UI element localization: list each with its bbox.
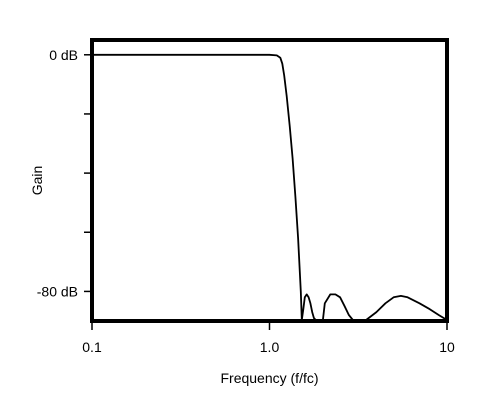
gain-series-line: [92, 53, 448, 321]
y-tick-label: 0 dB: [49, 47, 78, 63]
x-tick-label: 10: [439, 339, 455, 355]
x-axis-ticks: 0.1 1.0 10: [82, 321, 455, 355]
x-tick-label: 0.1: [82, 339, 102, 355]
y-axis-label: Gain: [29, 166, 45, 196]
x-axis-label: Frequency (f/fc): [220, 370, 318, 386]
x-tick-label: 1.0: [260, 339, 280, 355]
y-tick-label: -80 dB: [37, 283, 78, 299]
plot-frame: [90, 38, 449, 323]
y-axis-ticks: 0 dB -80 dB: [37, 47, 92, 299]
